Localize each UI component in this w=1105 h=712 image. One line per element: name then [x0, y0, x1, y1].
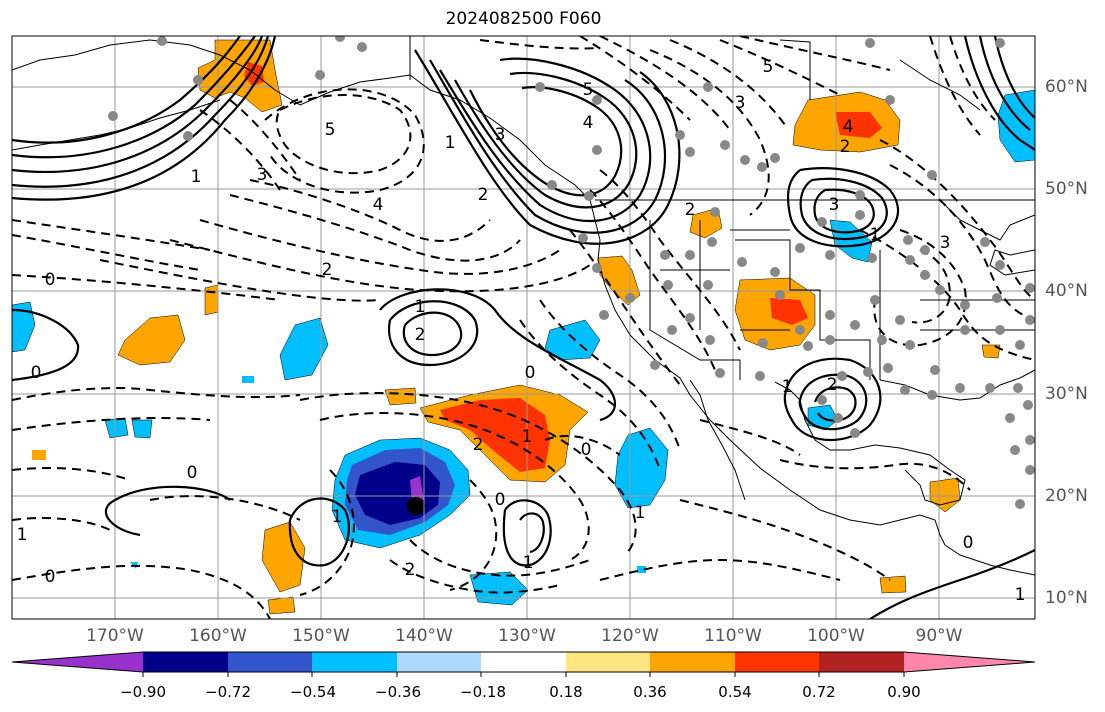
- colorbar-extend-high: [904, 652, 1035, 672]
- lon-label: 110°W: [704, 626, 762, 646]
- contour-label: 4: [843, 117, 854, 137]
- lon-label: 120°W: [601, 626, 659, 646]
- station-markers: [108, 36, 1035, 509]
- contour-label: 4: [373, 195, 384, 215]
- solid-contours: [12, 36, 1035, 619]
- plot-frame: [11, 35, 1036, 620]
- contour-label: 2: [405, 560, 416, 580]
- contour-label: 0: [45, 270, 56, 290]
- contour-label: 1: [332, 507, 343, 527]
- colorbar-segment: [481, 652, 566, 672]
- contour-label: 0: [31, 363, 42, 383]
- contour-label: 3: [495, 125, 506, 145]
- colorbar-segment: [735, 652, 820, 672]
- colorbar-extend-low: [12, 652, 143, 672]
- contour-label: 0: [525, 363, 536, 383]
- lon-label: 150°W: [292, 626, 350, 646]
- contour-label: 1: [415, 297, 426, 317]
- contour-label: 2: [685, 200, 696, 220]
- contour-label: 3: [257, 165, 268, 185]
- colorbar-segment: [819, 652, 904, 672]
- contour-label: 1: [1015, 585, 1026, 605]
- lon-label: 100°W: [807, 626, 865, 646]
- colorbar-segment: [228, 652, 313, 672]
- lat-label: 30°N: [1045, 384, 1088, 404]
- contour-label: 1: [523, 553, 534, 573]
- lat-label: 20°N: [1045, 486, 1088, 506]
- contour-label: 1: [191, 167, 202, 187]
- contour-label: 5: [325, 120, 336, 140]
- contour-label-group: 5 5 4 3 2 1 0 0 1 2 3 4 5 1 2 0 0 1 2 1 …: [17, 57, 1026, 605]
- colorbar-tick-label: −0.90: [120, 683, 166, 701]
- contour-label: 0: [581, 440, 592, 460]
- contour-label: 3: [829, 195, 840, 215]
- colorbar-tick-label: −0.18: [460, 683, 506, 701]
- dashed-contours: [12, 36, 1035, 619]
- contour-label: 0: [495, 490, 506, 510]
- contour-label: 1: [17, 525, 28, 545]
- contour-label: 1: [522, 427, 533, 447]
- lon-label: 160°W: [189, 626, 247, 646]
- contour-label: 5: [583, 80, 594, 100]
- contour-label: 3: [940, 233, 951, 253]
- colorbar-tick-label: −0.36: [375, 683, 421, 701]
- contour-label: 0: [187, 463, 198, 483]
- colorbar-tick-label: 0.90: [887, 683, 921, 701]
- colorbar: [11, 651, 1036, 677]
- contour-label: 2: [473, 435, 484, 455]
- colorbar-segment: [397, 652, 482, 672]
- lon-label: 170°W: [86, 626, 144, 646]
- colorbar-tick-label: −0.54: [290, 683, 336, 701]
- lat-label: 50°N: [1045, 179, 1088, 199]
- contour-label: 2: [478, 185, 489, 205]
- colorbar-segment: [143, 652, 228, 672]
- colorbar-tick-label: 0.18: [549, 683, 583, 701]
- colorbar-tick-label: 0.54: [718, 683, 752, 701]
- contour-label: 1: [870, 225, 881, 245]
- contour-label: 1: [782, 377, 793, 397]
- colorbar-tick-label: 0.72: [802, 683, 836, 701]
- lon-label: 140°W: [395, 626, 453, 646]
- colorbar-tick-label: −0.72: [205, 683, 251, 701]
- lat-label: 40°N: [1045, 281, 1088, 301]
- map-title: 2024082500 F060: [445, 9, 602, 29]
- colorbar-segment: [312, 652, 397, 672]
- contour-label: 3: [735, 93, 746, 113]
- shaded-anomaly-patches: [12, 39, 1035, 615]
- colorbar-segment: [650, 652, 735, 672]
- colorbar-tick-label: 0.36: [633, 683, 667, 701]
- lon-label: 130°W: [498, 626, 556, 646]
- contour-label: 1: [635, 503, 646, 523]
- contour-label: 4: [583, 113, 594, 133]
- contour-label: 2: [322, 260, 333, 280]
- contour-label: 1: [445, 133, 456, 153]
- contour-label: 5: [763, 57, 774, 77]
- lat-label: 60°N: [1045, 77, 1088, 97]
- lat-label: 10°N: [1045, 588, 1088, 608]
- contour-label: 2: [415, 325, 426, 345]
- contour-label: 2: [827, 375, 838, 395]
- lon-label: 90°W: [915, 626, 963, 646]
- contour-label: 0: [45, 567, 56, 587]
- contour-label: 2: [840, 137, 851, 157]
- contour-label: 0: [963, 533, 974, 553]
- colorbar-segment: [566, 652, 651, 672]
